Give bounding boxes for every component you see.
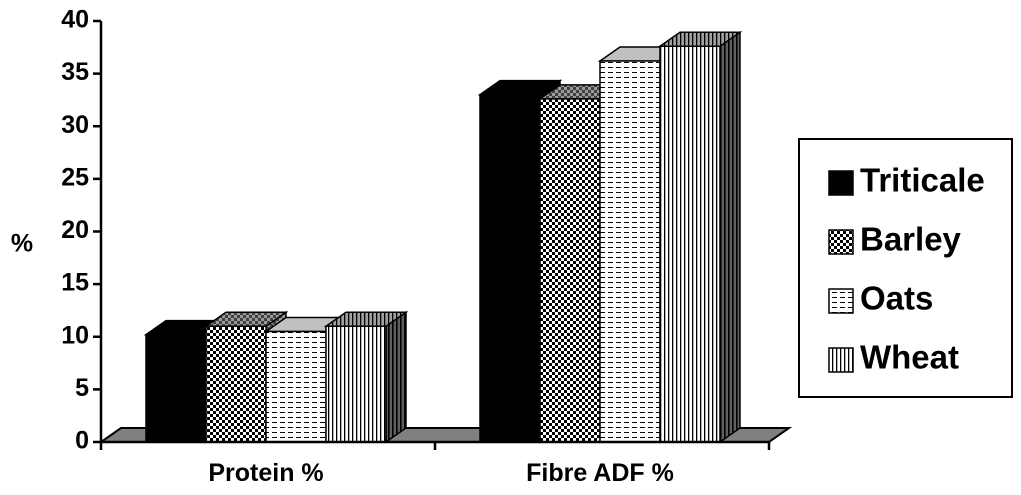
y-tick-label-35: 35 (61, 58, 89, 86)
y-tick-label-20: 20 (61, 216, 89, 244)
y-axis-label: % (11, 230, 33, 258)
x-tick-label-fibre-adf: Fibre ADF % (526, 459, 674, 487)
x-axis: Protein % Fibre ADF % (99, 440, 771, 487)
legend-item-oats: Oats (828, 280, 933, 317)
y-tick-label-25: 25 (61, 163, 89, 191)
legend-label-triticale: Triticale (860, 162, 985, 199)
y-tick-label-30: 30 (61, 111, 89, 139)
legend-item-wheat: Wheat (828, 339, 959, 376)
y-tick-label-15: 15 (61, 269, 89, 297)
y-tick-label-40: 40 (61, 6, 89, 34)
y-tick-label-10: 10 (61, 321, 89, 349)
legend-swatch-triticale (828, 170, 854, 196)
bar-wheat-protein (323, 310, 409, 444)
legend-label-barley: Barley (860, 221, 962, 258)
legend-swatch-barley (828, 229, 854, 255)
bars (143, 30, 743, 444)
legend-item-triticale: Triticale (828, 162, 985, 199)
y-axis: 0 5 10 15 20 25 30 35 40 (61, 6, 103, 455)
y-tick-label-5: 5 (75, 374, 89, 402)
x-tick-label-protein: Protein % (208, 459, 323, 487)
legend-label-oats: Oats (860, 280, 933, 317)
legend-label-wheat: Wheat (860, 339, 959, 376)
legend: Triticale Barley Oats Wheat (798, 138, 1013, 398)
legend-swatch-oats (828, 288, 854, 314)
legend-item-barley: Barley (828, 221, 962, 258)
y-tick-label-0: 0 (75, 427, 89, 455)
legend-swatch-wheat (828, 347, 854, 373)
bar-wheat-fibre-adf (657, 30, 743, 444)
